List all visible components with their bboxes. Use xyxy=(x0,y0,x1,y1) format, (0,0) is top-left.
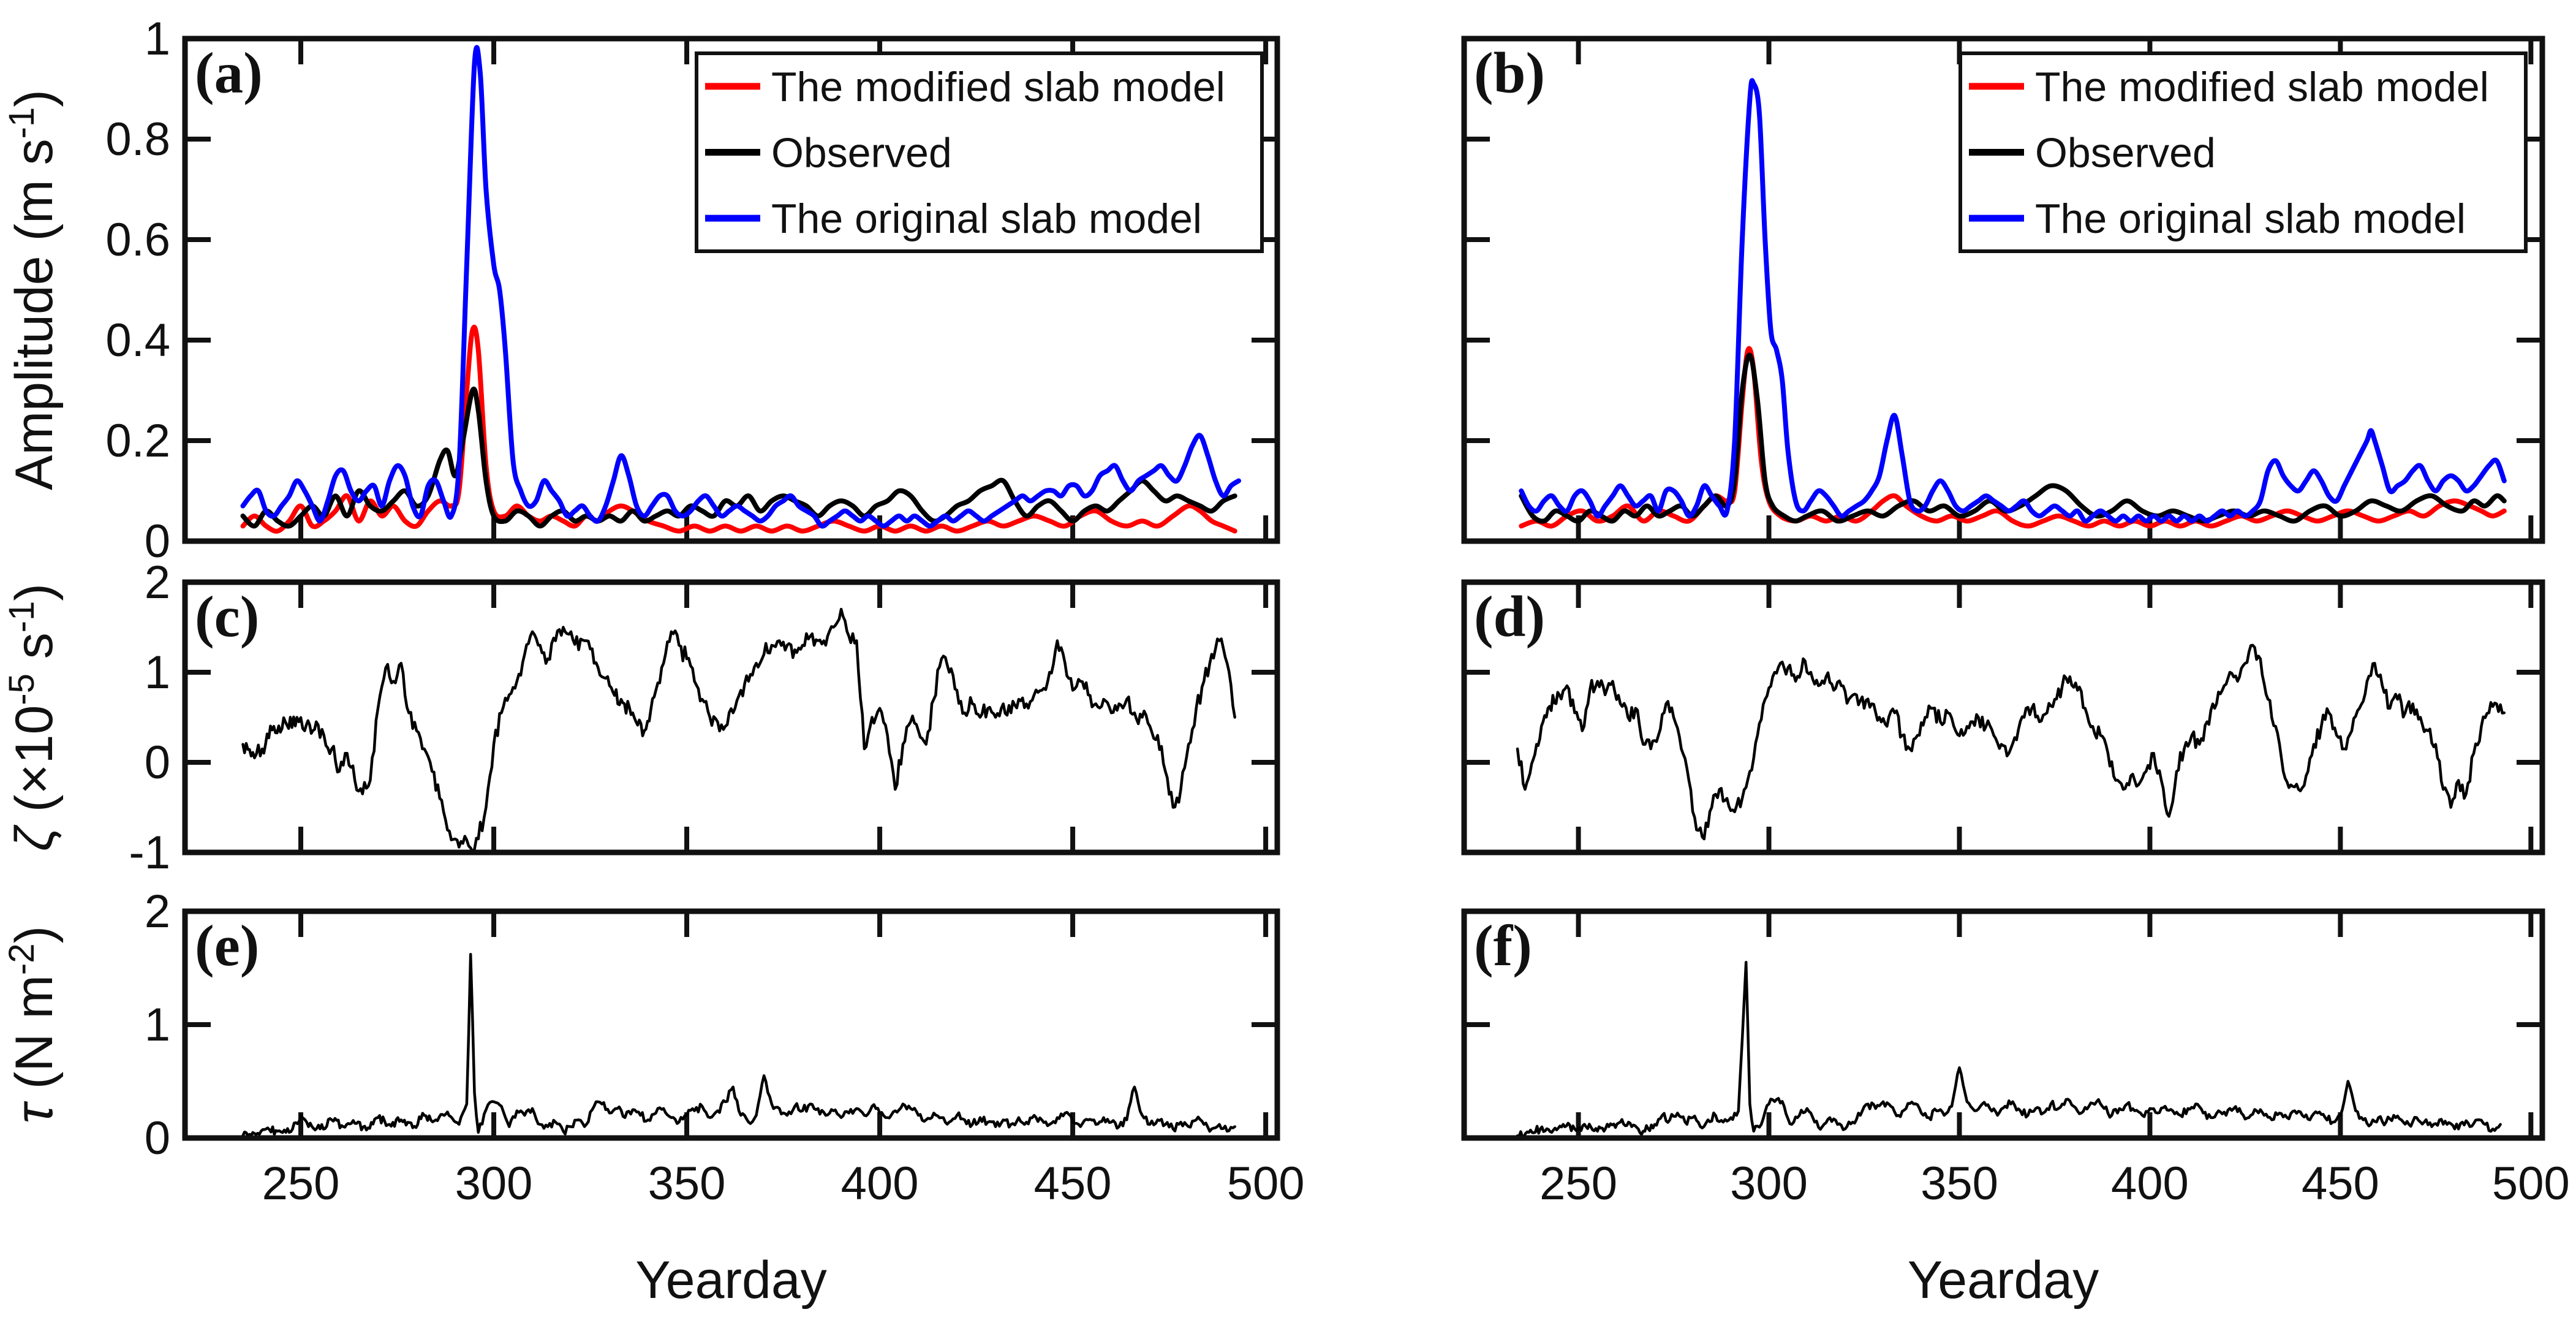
legend-box-a xyxy=(695,51,1264,253)
xlabel-e: Yearday xyxy=(635,1251,826,1310)
series-b-2 xyxy=(1519,78,2507,524)
axes-frame-f xyxy=(1461,908,2545,1141)
legend-label-a-1: Observed xyxy=(771,130,952,176)
ytick-label-a: 0.2 xyxy=(105,415,170,467)
xtick-label-f: 350 xyxy=(1921,1158,1998,1210)
xtick-label-e: 350 xyxy=(648,1158,726,1210)
legend-label-a-2: The original slab model xyxy=(771,195,1202,242)
xtick-label-f: 300 xyxy=(1730,1158,1808,1210)
series-a-0 xyxy=(240,324,1237,534)
ytick-label-c: 2 xyxy=(145,556,170,609)
panel-f: 250 300 350 400 450 500 Yearday (f) xyxy=(1461,908,2570,1310)
xtick-label-e: 450 xyxy=(1034,1158,1112,1210)
panel-letter-f: (f) xyxy=(1474,913,1532,978)
xtick-label-e: 250 xyxy=(262,1158,340,1210)
xtick-label-e: 500 xyxy=(1227,1158,1305,1210)
series-layer-e xyxy=(241,953,1236,1137)
legend-b: The modified slab model Observed The origi… xyxy=(1958,51,2528,253)
legend-label-b-0: The modified slab model xyxy=(2035,64,2489,110)
series-layer-d xyxy=(1516,643,2506,841)
ytick-label-a: 0.6 xyxy=(105,214,170,266)
ytick-label-c: -1 xyxy=(129,827,170,879)
panel-b: (b) The modified slab model Observed The or… xyxy=(1461,36,2545,544)
panel-letter-a: (a) xyxy=(195,40,263,105)
panel-letter-b: (b) xyxy=(1474,40,1545,105)
ytick-label-e: 0 xyxy=(145,1112,170,1164)
panel-letter-c: (c) xyxy=(195,584,259,649)
xtick-label-f: 250 xyxy=(1539,1158,1617,1210)
series-d-0 xyxy=(1516,643,2506,841)
ytick-label-a: 1 xyxy=(145,13,170,65)
ytick-label-c: 0 xyxy=(145,737,170,789)
xtick-label-f: 400 xyxy=(2111,1158,2189,1210)
xlabel-f: Yearday xyxy=(1908,1251,2099,1310)
ytick-label-a: 0 xyxy=(145,515,170,567)
series-c-0 xyxy=(241,607,1236,852)
panel-a: 0 0.2 0.4 0.6 0.8 1 Amplitude (m s-1) (a) The mo… xyxy=(2,13,1280,567)
legend-box-b xyxy=(1958,51,2528,253)
superscript: -1 xyxy=(2,107,42,139)
ytick-label-e: 1 xyxy=(145,999,170,1051)
ytick-label-a: 0.8 xyxy=(105,113,170,165)
xtick-label-e: 300 xyxy=(455,1158,533,1210)
legend-label-b-2: The original slab model xyxy=(2035,195,2466,242)
series-a-2 xyxy=(240,45,1241,529)
xtick-label-f: 450 xyxy=(2302,1158,2379,1210)
xtick-label-f: 500 xyxy=(2492,1158,2570,1210)
panel-letter-d: (d) xyxy=(1474,584,1545,649)
panel-e: 0 1 2 250 300 350 400 450 500 τ (N m-2) Yearday (e) xyxy=(2,886,1305,1310)
legend-a: The modified slab model Observed The origi… xyxy=(695,51,1264,253)
series-e-0 xyxy=(241,953,1236,1137)
superscript: -1 xyxy=(2,601,42,633)
panel-c: -1 0 1 2 ζ (×10-5 s-1) (c) xyxy=(2,556,1280,879)
ytick-label-e: 2 xyxy=(145,886,170,938)
axes-frame-b xyxy=(1461,36,2545,544)
ytick-label-c: 1 xyxy=(145,647,170,699)
superscript: -5 xyxy=(2,673,42,705)
series-layer-a xyxy=(240,45,1241,534)
series-f-0 xyxy=(1516,961,2502,1138)
series-layer-b xyxy=(1519,78,2507,529)
ylabel-c: ζ (×10-5 s-1) xyxy=(2,583,64,851)
superscript: -2 xyxy=(2,943,42,975)
axes-frame-a xyxy=(182,36,1280,544)
axes-frame-d xyxy=(1461,579,2545,855)
series-layer-f xyxy=(1516,961,2502,1138)
ylabel-e: τ (N m-2) xyxy=(2,926,64,1124)
series-layer-c xyxy=(241,607,1236,852)
legend-label-a-0: The modified slab model xyxy=(771,64,1225,110)
panel-letter-e: (e) xyxy=(195,913,259,978)
series-b-1 xyxy=(1519,352,2507,524)
ytick-label-a: 0.4 xyxy=(105,314,170,366)
legend-label-b-1: Observed xyxy=(2035,130,2216,176)
panel-d: (d) xyxy=(1461,579,2545,855)
ylabel-a: Amplitude (m s-1) xyxy=(2,89,64,490)
axes-frame-e xyxy=(182,908,1280,1141)
axes-frame-c xyxy=(182,579,1280,855)
xtick-label-e: 400 xyxy=(841,1158,919,1210)
